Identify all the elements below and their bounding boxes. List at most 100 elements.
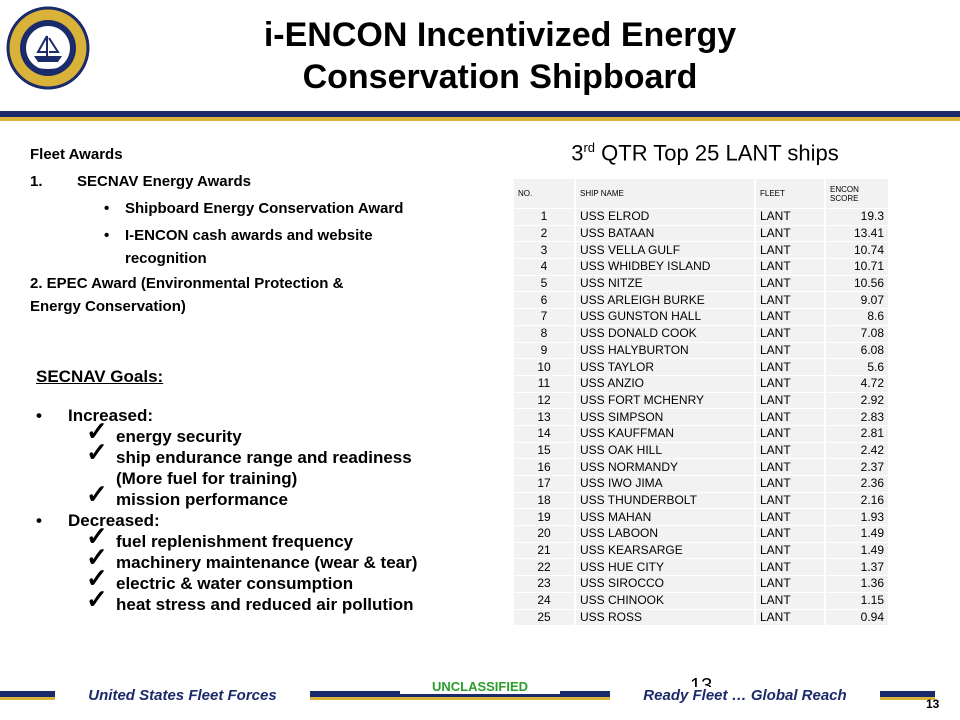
bullet: • bbox=[104, 200, 110, 217]
increased-bullet: • Increased: bbox=[36, 405, 456, 426]
table-row: 25 USS ROSS LANT 0.94 bbox=[514, 609, 890, 626]
goal-text: electric & water consumption bbox=[116, 574, 354, 593]
iencon-line-1: I-ENCON cash awards and website bbox=[125, 227, 373, 244]
cell-score: 1.36 bbox=[826, 576, 890, 592]
cell-score: 7.08 bbox=[826, 325, 890, 342]
cell-ship-name: USS TAYLOR bbox=[576, 359, 756, 375]
cell-score: 13.41 bbox=[826, 225, 890, 242]
cell-score: 0.94 bbox=[826, 609, 890, 626]
checkmark-icon: ✓ bbox=[86, 437, 108, 467]
cell-no: 17 bbox=[514, 476, 576, 492]
checkmark-icon: ✓ bbox=[86, 479, 108, 509]
cell-fleet: LANT bbox=[756, 225, 826, 242]
cell-fleet: LANT bbox=[756, 425, 826, 442]
cell-ship-name: USS ROSS bbox=[576, 609, 756, 626]
cell-no: 20 bbox=[514, 526, 576, 542]
cell-fleet: LANT bbox=[756, 209, 826, 225]
cell-fleet: LANT bbox=[756, 559, 826, 576]
table-row: 23 USS SIROCCO LANT 1.36 bbox=[514, 576, 890, 592]
cell-fleet: LANT bbox=[756, 609, 826, 626]
cell-score: 2.92 bbox=[826, 392, 890, 409]
cell-no: 15 bbox=[514, 442, 576, 459]
cell-score: 1.37 bbox=[826, 559, 890, 576]
epec-line-1: 2. EPEC Award (Environmental Protection … bbox=[30, 275, 344, 292]
fleet-awards-heading: Fleet Awards bbox=[30, 146, 123, 163]
cell-ship-name: USS KAUFFMAN bbox=[576, 425, 756, 442]
cell-ship-name: USS WHIDBEY ISLAND bbox=[576, 259, 756, 275]
goal-item: ✓ energy security bbox=[36, 418, 456, 447]
cell-ship-name: USS ARLEIGH BURKE bbox=[576, 292, 756, 309]
cell-fleet: LANT bbox=[756, 459, 826, 475]
cell-no: 21 bbox=[514, 542, 576, 559]
cell-no: 3 bbox=[514, 242, 576, 259]
cell-fleet: LANT bbox=[756, 292, 826, 309]
decreased-label: Decreased: bbox=[68, 511, 160, 530]
cell-no: 16 bbox=[514, 459, 576, 475]
table-row: 13 USS SIMPSON LANT 2.83 bbox=[514, 409, 890, 425]
table-row: 14 USS KAUFFMAN LANT 2.81 bbox=[514, 425, 890, 442]
cell-score: 1.93 bbox=[826, 509, 890, 526]
list-number: 1. bbox=[30, 173, 43, 190]
cell-score: 19.3 bbox=[826, 209, 890, 225]
cell-ship-name: USS BATAAN bbox=[576, 225, 756, 242]
cell-no: 11 bbox=[514, 375, 576, 392]
goal-text: energy security bbox=[116, 427, 242, 446]
checkmark-icon: ✓ bbox=[86, 563, 108, 593]
cell-fleet: LANT bbox=[756, 392, 826, 409]
cell-no: 9 bbox=[514, 342, 576, 359]
cell-ship-name: USS HALYBURTON bbox=[576, 342, 756, 359]
col-fleet: FLEET bbox=[756, 179, 826, 208]
epec-award: 2. EPEC Award (Environmental Protection … bbox=[30, 272, 480, 318]
table-row: 11 USS ANZIO LANT 4.72 bbox=[514, 375, 890, 392]
goal-text: heat stress and reduced air pollution bbox=[116, 595, 414, 614]
goal-item: ✓ heat stress and reduced air pollution bbox=[36, 586, 456, 615]
goal-text: fuel replenishment frequency bbox=[116, 532, 354, 551]
cell-fleet: LANT bbox=[756, 259, 826, 275]
footer-left-text: United States Fleet Forces bbox=[55, 687, 310, 704]
title-superscript: rd bbox=[583, 140, 596, 155]
cell-ship-name: USS GUNSTON HALL bbox=[576, 309, 756, 325]
table-row: 5 USS NITZE LANT 10.56 bbox=[514, 275, 890, 292]
bullet: • bbox=[36, 511, 42, 530]
cell-score: 2.81 bbox=[826, 425, 890, 442]
goal-item: ✓ machinery maintenance (wear & tear) bbox=[36, 544, 456, 573]
table-title: 3rd QTR Top 25 LANT ships bbox=[505, 140, 905, 166]
cell-ship-name: USS MAHAN bbox=[576, 509, 756, 526]
goal-text: machinery maintenance (wear & tear) bbox=[116, 553, 418, 572]
cell-score: 2.36 bbox=[826, 476, 890, 492]
epec-line-2: Energy Conservation) bbox=[30, 298, 186, 315]
col-encon-score: ENCON SCORE bbox=[826, 179, 890, 208]
cell-score: 4.72 bbox=[826, 375, 890, 392]
cell-no: 7 bbox=[514, 309, 576, 325]
cell-score: 8.6 bbox=[826, 309, 890, 325]
cell-fleet: LANT bbox=[756, 409, 826, 425]
cell-ship-name: USS OAK HILL bbox=[576, 442, 756, 459]
cell-fleet: LANT bbox=[756, 526, 826, 542]
cell-ship-name: USS DONALD COOK bbox=[576, 325, 756, 342]
bullet: • bbox=[104, 227, 110, 244]
cell-ship-name: USS SIROCCO bbox=[576, 576, 756, 592]
cell-no: 19 bbox=[514, 509, 576, 526]
cell-no: 1 bbox=[514, 209, 576, 225]
cell-score: 10.71 bbox=[826, 259, 890, 275]
footer: United States Fleet Forces UNCLASSIFIED … bbox=[0, 675, 960, 720]
cell-fleet: LANT bbox=[756, 576, 826, 592]
table-row: 3 USS VELLA GULF LANT 10.74 bbox=[514, 242, 890, 259]
cell-ship-name: USS THUNDERBOLT bbox=[576, 492, 756, 509]
table-row: 24 USS CHINOOK LANT 1.15 bbox=[514, 592, 890, 609]
cell-fleet: LANT bbox=[756, 275, 826, 292]
cell-no: 13 bbox=[514, 409, 576, 425]
cell-score: 10.56 bbox=[826, 275, 890, 292]
table-row: 21 USS KEARSARGE LANT 1.49 bbox=[514, 542, 890, 559]
cell-ship-name: USS KEARSARGE bbox=[576, 542, 756, 559]
cell-fleet: LANT bbox=[756, 242, 826, 259]
cell-ship-name: USS IWO JIMA bbox=[576, 476, 756, 492]
cell-no: 23 bbox=[514, 576, 576, 592]
cell-ship-name: USS LABOON bbox=[576, 526, 756, 542]
table-row: 12 USS FORT MCHENRY LANT 2.92 bbox=[514, 392, 890, 409]
cell-score: 10.74 bbox=[826, 242, 890, 259]
goal-item: ✓ fuel replenishment frequency bbox=[36, 523, 456, 552]
table-row: 19 USS MAHAN LANT 1.93 bbox=[514, 509, 890, 526]
cell-no: 6 bbox=[514, 292, 576, 309]
cell-ship-name: USS CHINOOK bbox=[576, 592, 756, 609]
